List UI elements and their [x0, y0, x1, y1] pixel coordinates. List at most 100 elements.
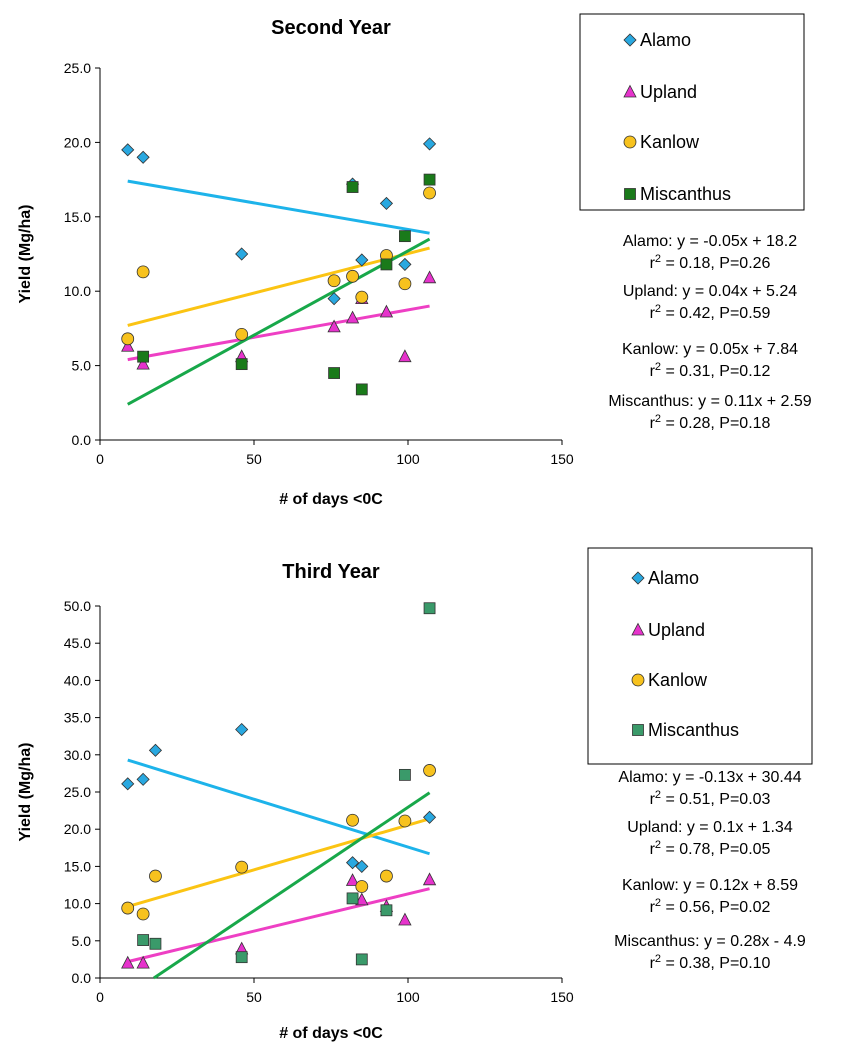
- regression-stats: r2 = 0.31, P=0.12: [650, 361, 771, 380]
- legend-label: Miscanthus: [640, 184, 731, 204]
- point-miscanthus: [355, 953, 368, 966]
- legend-marker-alamo: [631, 571, 645, 585]
- legend-label: Kanlow: [640, 132, 700, 152]
- y-tick-label: 15.0: [64, 858, 91, 874]
- y-tick-label: 0.0: [72, 970, 92, 986]
- legend-label: Alamo: [640, 30, 691, 50]
- point-alamo: [136, 150, 150, 164]
- y-tick-label: 20.0: [64, 134, 91, 150]
- point-miscanthus: [423, 173, 436, 186]
- regression-stats: r2 = 0.38, P=0.10: [650, 953, 771, 972]
- legend-label: Miscanthus: [648, 720, 739, 740]
- trendline-kanlow: [127, 246, 430, 327]
- point-miscanthus: [328, 367, 340, 379]
- legend-label: Upland: [640, 82, 697, 102]
- regression-stats: r2 = 0.28, P=0.18: [650, 413, 771, 432]
- legend-marker-miscanthus: [632, 724, 644, 736]
- point-kanlow: [136, 907, 150, 921]
- point-miscanthus: [355, 383, 368, 396]
- x-tick-label: 100: [396, 451, 420, 467]
- regression-equation: Upland: y = 0.04x + 5.24: [623, 283, 797, 300]
- point-upland: [121, 955, 135, 969]
- regression-equation: Upland: y = 0.1x + 1.34: [627, 819, 793, 836]
- point-alamo: [136, 772, 150, 786]
- x-tick-label: 100: [396, 989, 420, 1005]
- point-upland: [422, 872, 437, 886]
- point-miscanthus: [149, 937, 162, 950]
- regression-stats: r2 = 0.78, P=0.05: [650, 839, 771, 858]
- x-tick-label: 150: [550, 989, 574, 1005]
- chart-title: Third Year: [282, 561, 380, 583]
- point-miscanthus: [235, 951, 248, 964]
- point-upland: [136, 356, 150, 370]
- point-alamo: [422, 810, 437, 824]
- point-miscanthus: [346, 181, 359, 193]
- y-tick-label: 40.0: [64, 672, 91, 688]
- chart-panel-2: Third Year 0.0 5.0 10.0 15.0 20.0 25.0 30.0 35.0…: [17, 547, 813, 1042]
- y-tick-label: 50.0: [64, 598, 91, 614]
- regression-stats: r2 = 0.18, P=0.26: [650, 253, 771, 272]
- point-kanlow: [121, 901, 135, 915]
- point-alamo: [327, 292, 341, 306]
- chart-panel-1: Second Year 0.0 5.0 10.0 15.0 20.0 25.0 0 50 100 1…: [17, 13, 812, 508]
- point-kanlow: [346, 269, 359, 283]
- trendline-kanlow: [127, 817, 430, 909]
- point-kanlow: [355, 880, 369, 893]
- legend-marker-kanlow: [631, 673, 645, 687]
- legend-label: Alamo: [648, 568, 699, 588]
- point-upland: [398, 912, 412, 926]
- y-axis-label: Yield (Mg/ha): [17, 743, 34, 842]
- point-alamo: [422, 137, 437, 151]
- trendline-alamo: [127, 179, 430, 235]
- regression-stats: r2 = 0.42, P=0.59: [650, 303, 771, 322]
- point-kanlow: [380, 869, 393, 883]
- point-alamo: [379, 196, 394, 210]
- trendline-upland: [127, 887, 430, 964]
- point-alamo: [355, 253, 369, 267]
- y-tick-label: 20.0: [64, 821, 91, 837]
- x-tick-label: 50: [246, 451, 262, 467]
- point-miscanthus: [399, 768, 411, 781]
- regression-equation: Miscanthus: y = 0.28x - 4.9: [614, 933, 806, 950]
- point-kanlow: [423, 186, 436, 200]
- point-upland: [422, 270, 437, 284]
- x-tick-label: 50: [246, 989, 262, 1005]
- y-tick-label: 5.0: [72, 933, 92, 949]
- y-tick-label: 35.0: [64, 710, 91, 726]
- x-tick-label: 0: [96, 989, 104, 1005]
- y-axis-label: Yield (Mg/ha): [17, 205, 34, 304]
- point-upland: [398, 349, 412, 363]
- y-tick-label: 5.0: [72, 358, 92, 374]
- trendline-alamo: [127, 758, 431, 856]
- point-miscanthus: [137, 350, 150, 363]
- point-miscanthus: [380, 258, 393, 271]
- point-alamo: [355, 859, 369, 873]
- y-tick-label: 25.0: [64, 784, 91, 800]
- point-alamo: [121, 777, 135, 791]
- y-tick-label: 10.0: [64, 896, 91, 912]
- legend-box: [587, 547, 813, 765]
- point-alamo: [148, 743, 163, 757]
- point-kanlow: [398, 277, 412, 291]
- regression-equation: Alamo: y = -0.13x + 30.44: [618, 769, 801, 786]
- x-axis-label: # of days <0C: [279, 491, 383, 508]
- legend-marker-upland: [631, 622, 645, 636]
- legend-box: [579, 13, 805, 211]
- point-upland: [345, 310, 360, 324]
- point-kanlow: [121, 332, 135, 346]
- point-upland: [345, 873, 360, 886]
- point-kanlow: [423, 764, 436, 777]
- point-miscanthus: [423, 602, 436, 615]
- legend-label: Kanlow: [648, 670, 708, 690]
- point-kanlow: [346, 813, 359, 827]
- point-miscanthus: [235, 358, 248, 371]
- legend-marker-kanlow: [623, 135, 637, 149]
- point-kanlow: [327, 274, 341, 288]
- y-tick-label: 10.0: [64, 283, 91, 299]
- trendline-miscanthus: [126, 237, 431, 406]
- legend-marker-miscanthus: [624, 188, 636, 200]
- chart-title: Second Year: [271, 17, 391, 39]
- point-miscanthus: [380, 904, 393, 917]
- y-tick-label: 30.0: [64, 747, 91, 763]
- point-alamo: [235, 722, 249, 737]
